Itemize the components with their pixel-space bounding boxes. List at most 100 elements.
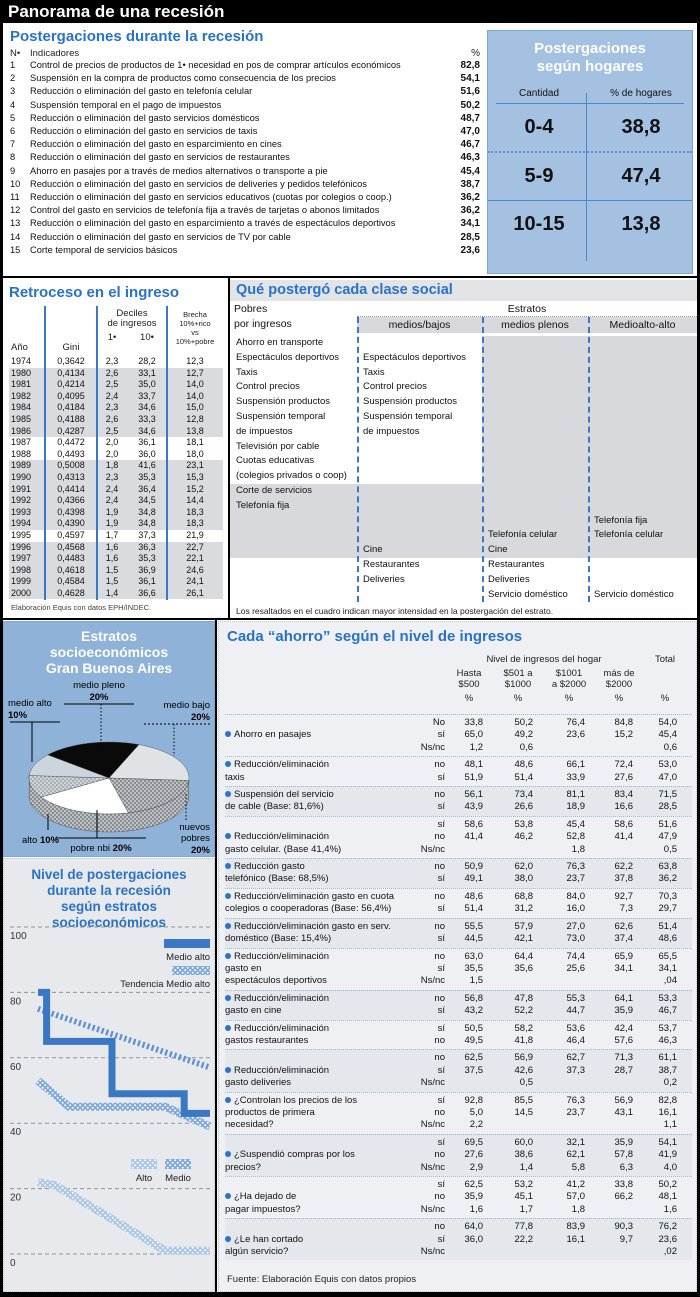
value: 46,4 <box>566 1034 586 1046</box>
value: 44,5 <box>464 933 484 945</box>
value: 14,5 <box>514 1106 534 1118</box>
gini: 0,4597 <box>57 529 85 540</box>
ahorro-group: no 64,0 77,8 83,9 90,3 76,2 ¿Le han cortado sí 3… <box>225 1218 692 1261</box>
value: 73,0 <box>566 933 586 945</box>
item-value: 45,4 <box>460 165 480 177</box>
ahorro-title: Cada “ahorro” según el nivel de ingresos <box>227 628 523 645</box>
bullet-icon <box>225 1096 231 1103</box>
clase-cell <box>482 380 588 396</box>
ahorro-row: de cable (Base: 81,6%) sí 43,9 26,6 18,9 16,6… <box>225 801 692 813</box>
item-number: 1 <box>10 60 16 70</box>
row-label <box>225 742 403 754</box>
list-item: 9 Ahorro en pasajes por a través de medio… <box>10 165 480 178</box>
decil-1: 2,0 <box>105 437 119 448</box>
retroceso-row: 1987 0,4472 2,0 36,1 18,1 <box>9 437 223 449</box>
value: 46,2 <box>514 831 534 843</box>
clase-cell: Telefonía fija <box>230 498 357 514</box>
item-number: 8 <box>10 152 16 163</box>
decil-10: 36,3 <box>138 541 156 552</box>
value <box>445 1077 493 1089</box>
response: no <box>434 950 445 962</box>
value: 55,3 <box>566 992 586 1004</box>
year: 1991 <box>11 483 32 494</box>
clase-vline-1 <box>357 317 359 602</box>
item-text: Ahorro en pasajes por a través de medios… <box>30 165 328 176</box>
clase-estratos-line <box>357 316 697 317</box>
response: Ns/nc <box>420 741 445 753</box>
ahorro-group: no 62,5 56,9 62,7 71,3 61,1 Reducción/eliminac… <box>225 1049 692 1092</box>
value: 57,0 <box>566 1191 586 1203</box>
decil-1: 2,5 <box>105 379 119 390</box>
row-label: precios? <box>225 1161 261 1173</box>
decil-10: 36,1 <box>138 437 156 448</box>
clase-cell: Taxis <box>363 366 385 378</box>
decil-10: 37,3 <box>138 529 156 540</box>
value: 0,5 <box>663 843 677 855</box>
hogares-pct: 13,8 <box>621 213 661 235</box>
clase-row: Restaurantes Restaurantes <box>230 558 697 573</box>
ahorro-row: algún servicio? Ns/nc ,02 <box>225 1246 692 1258</box>
value: 47,0 <box>658 771 678 783</box>
clase-cell: de impuestos <box>236 425 293 437</box>
clase-cell: Servicio doméstico <box>594 588 674 600</box>
bullet-icon <box>225 994 231 1001</box>
value: 36,0 <box>464 1233 484 1245</box>
value <box>595 1246 643 1258</box>
decil-1: 2,3 <box>105 356 119 366</box>
item-number: 6 <box>10 126 16 137</box>
response: no <box>434 1034 445 1046</box>
item-number: 13 <box>10 218 21 229</box>
colhead-spacer <box>230 317 357 333</box>
gini: 0,5008 <box>57 460 85 471</box>
spacer <box>225 654 445 665</box>
response: no <box>434 759 445 771</box>
brecha: 12,7 <box>186 367 204 378</box>
brecha: 15,0 <box>186 402 204 413</box>
value: ,04 <box>663 975 677 987</box>
item-number: 15 <box>10 244 21 255</box>
gini: 0,4188 <box>57 413 85 424</box>
clase-cell: Telefonía celular <box>588 528 697 544</box>
value: 74,4 <box>566 950 586 962</box>
list-item: 2 Suspensión en la compra de productos co… <box>10 72 480 85</box>
value: 66,2 <box>614 1191 634 1203</box>
value: 85,5 <box>514 1094 534 1106</box>
year: 1997 <box>11 553 32 564</box>
pct-header: % <box>564 693 574 704</box>
value: 27,6 <box>614 771 634 783</box>
value: 62,6 <box>614 920 634 932</box>
brecha: 18,1 <box>186 437 204 448</box>
value: 0,6 <box>663 741 677 753</box>
clase-cell <box>230 573 357 588</box>
value: 0,2 <box>663 1077 677 1089</box>
clase-note: Los resaltados en el cuadro indican mayo… <box>236 606 554 616</box>
gini: 0,4483 <box>57 553 85 564</box>
response: no <box>434 1191 445 1203</box>
row-label: de cable (Base: 81,6%) <box>225 801 324 813</box>
decil-1: 2,0 <box>105 448 119 459</box>
clase-row: de impuestos de impuestos <box>230 424 697 440</box>
list-item: 7 Reducción o eliminación del gasto en es… <box>10 138 480 151</box>
retroceso-row: 2000 0,4628 1,4 36,6 26,1 <box>9 587 223 600</box>
clase-row: Taxis Taxis <box>230 365 697 381</box>
retroceso-row: 1984 0,4184 2,3 34,6 15,0 <box>9 402 223 414</box>
clase-row: Telefonía fija <box>230 498 697 514</box>
response: sí <box>437 1233 445 1245</box>
clase-cell <box>588 543 697 558</box>
svg-text:20%: 20% <box>191 712 211 723</box>
bullet-icon <box>225 1193 231 1200</box>
value: 1,6 <box>663 1203 677 1215</box>
value: 50,2 <box>658 1179 678 1190</box>
gini: 0,4390 <box>57 518 85 529</box>
frame-left <box>0 23 3 1292</box>
divider-retroceso-clase <box>228 278 230 618</box>
pct-header: % <box>614 693 624 704</box>
value: 43,2 <box>464 1005 484 1017</box>
year: 1987 <box>11 437 32 448</box>
clase-cell <box>482 498 588 514</box>
item-text: Reducción o eliminación del gasto en esp… <box>30 139 282 150</box>
item-value: 51,6 <box>460 86 480 98</box>
value: 56,1 <box>464 789 484 801</box>
list-item: 3 Reducción o eliminación del gasto en te… <box>10 85 480 98</box>
row-label: ¿Ha dejado de <box>225 1191 403 1203</box>
